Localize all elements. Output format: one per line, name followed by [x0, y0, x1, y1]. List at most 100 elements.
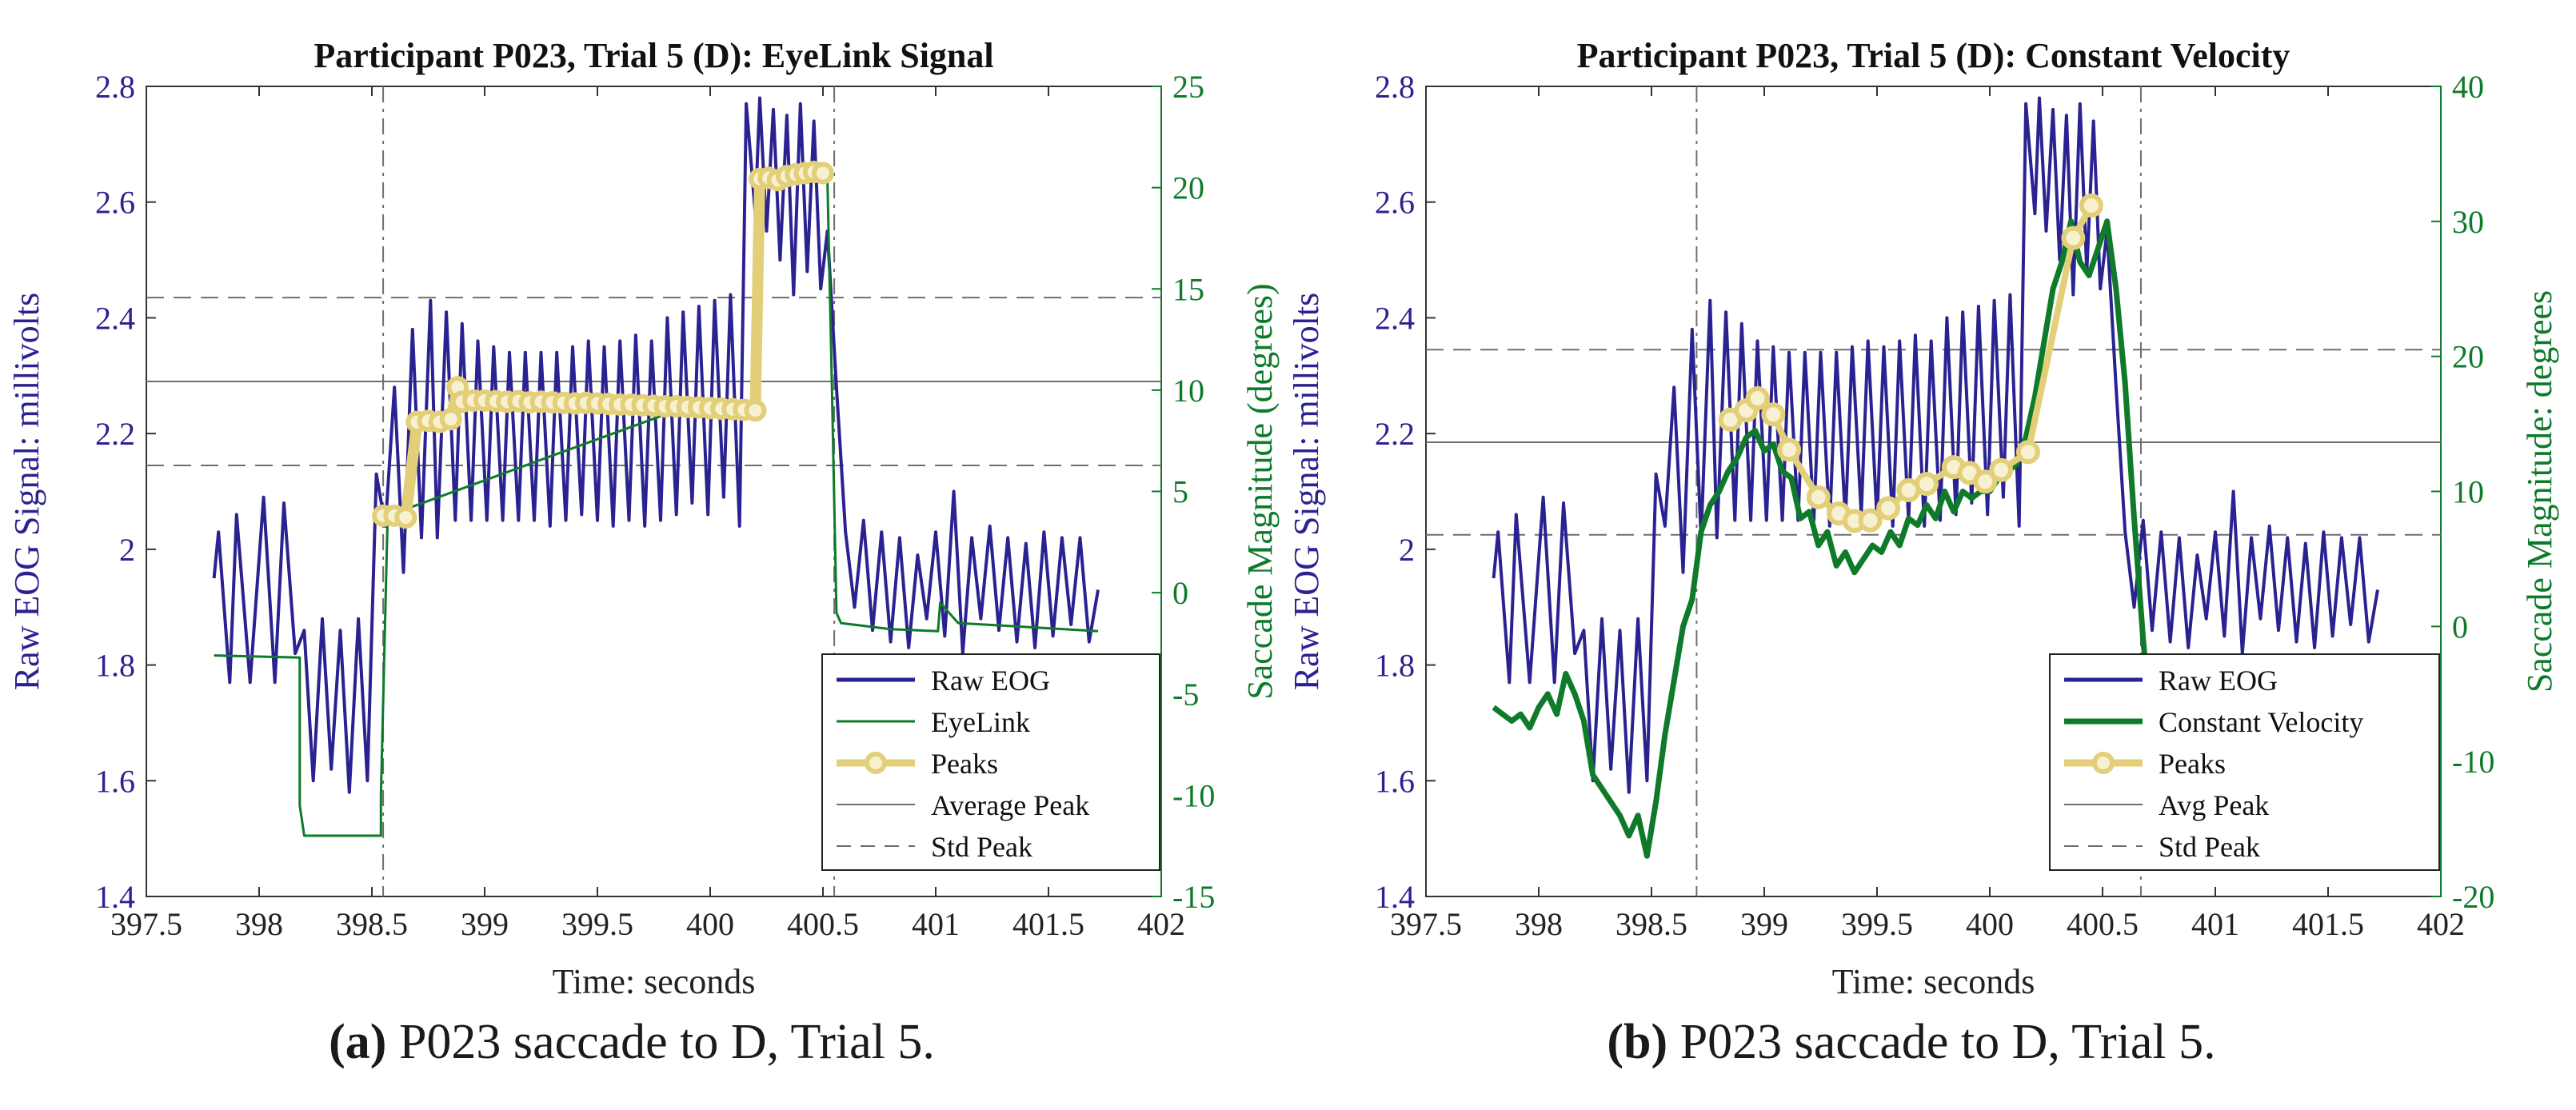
legend-label: Peaks	[931, 748, 998, 780]
x-tick-label: 397.5	[110, 906, 182, 942]
peak-marker	[812, 162, 834, 185]
y-tick-label: 2.2	[1375, 416, 1415, 452]
peak-marker	[439, 408, 462, 431]
y-tick-label: 1.8	[95, 648, 135, 684]
y-tick-label: 2	[119, 532, 135, 568]
x-tick-label: 401.5	[1012, 906, 1084, 942]
y2-tick-label: 20	[1172, 170, 1204, 206]
legend-label: Raw EOG	[2159, 665, 2278, 697]
y2-tick-label: 40	[2452, 69, 2484, 105]
y2-tick-label: -10	[1172, 777, 1215, 813]
y2-tick-label: 0	[2452, 609, 2468, 645]
y-tick-label: 2.4	[1375, 300, 1415, 336]
x-tick-label: 398.5	[1615, 906, 1687, 942]
x-tick-label: 398.5	[336, 906, 408, 942]
x-tick-label: 399	[461, 906, 509, 942]
peak-marker	[1989, 457, 2014, 482]
y-tick-label: 2.6	[1375, 185, 1415, 221]
y2-tick-label: 20	[2452, 339, 2484, 375]
y2-axis-label: Saccade Magnitude: degrees	[2520, 290, 2559, 693]
caption-a-text: P023 saccade to D, Trial 5.	[398, 1015, 935, 1069]
y2-tick-label: -20	[2452, 879, 2494, 915]
legend-label: Raw EOG	[931, 665, 1050, 697]
y-tick-label: 1.4	[95, 879, 135, 915]
x-tick-label: 399.5	[1841, 906, 1913, 942]
x-tick-label: 398	[1515, 906, 1563, 942]
peak-marker	[1745, 386, 1770, 411]
peak-marker	[2015, 440, 2040, 465]
y-tick-label: 1.8	[1375, 648, 1415, 684]
x-tick-label: 399	[1740, 906, 1788, 942]
caption-b-text: P023 saccade to D, Trial 5.	[1679, 1015, 2216, 1069]
caption-b-letter: (b)	[1607, 1015, 1668, 1069]
chart-title: Participant P023, Trial 5 (D): EyeLink S…	[314, 36, 993, 75]
y2-axis-label: Saccade Magnitude (degrees)	[1240, 283, 1280, 699]
caption-a-letter: (a)	[329, 1015, 387, 1069]
x-tick-label: 399.5	[561, 906, 633, 942]
y-tick-label: 2.6	[95, 185, 135, 221]
legend-label: Constant Velocity	[2159, 706, 2363, 738]
chart-title: Participant P023, Trial 5 (D): Constant …	[1577, 36, 2290, 75]
constant-velocity-line	[1492, 218, 2155, 859]
x-tick-label: 397.5	[1390, 906, 1462, 942]
x-tick-label: 400.5	[2067, 906, 2139, 942]
x-tick-label: 400.5	[787, 906, 859, 942]
y2-tick-label: 10	[2452, 474, 2484, 510]
raw-eog-line	[1492, 96, 2379, 794]
legend-label: Avg Peak	[2159, 789, 2269, 821]
y2-tick-label: -15	[1172, 879, 1215, 915]
x-tick-label: 400	[1966, 906, 2014, 942]
y2-tick-label: 25	[1172, 69, 1204, 105]
chart-panel-b: Participant P023, Trial 5 (D): Constant …	[1287, 36, 2559, 1001]
peak-marker	[2079, 194, 2103, 218]
x-tick-label: 401.5	[2292, 906, 2364, 942]
legend-swatch-marker	[865, 752, 887, 774]
y-tick-label: 1.6	[1375, 763, 1415, 799]
x-tick-label: 398	[235, 906, 283, 942]
peak-marker	[2061, 226, 2086, 250]
x-tick-label: 402	[2417, 906, 2465, 942]
y2-tick-label: 5	[1172, 474, 1188, 510]
y-axis-label: Raw EOG Signal: millivolts	[7, 293, 46, 690]
x-tick-label: 402	[1137, 906, 1185, 942]
y2-tick-label: 30	[2452, 204, 2484, 240]
x-axis-label: Time: seconds	[1832, 962, 2035, 1001]
y-tick-label: 2	[1399, 532, 1415, 568]
legend-swatch-marker	[2092, 752, 2115, 774]
y-tick-label: 2.8	[1375, 69, 1415, 105]
y2-tick-label: -10	[2452, 744, 2494, 780]
y-tick-label: 2.8	[95, 69, 135, 105]
peak-marker	[1915, 472, 1939, 497]
y-tick-label: 2.4	[95, 300, 135, 336]
peak-marker	[744, 399, 767, 422]
caption-a: (a) P023 saccade to D, Trial 5.	[0, 1014, 1264, 1071]
legend: Raw EOG Constant Velocity Peaks Avg Peak Std…	[2049, 653, 2440, 871]
y-tick-label: 1.4	[1375, 879, 1415, 915]
legend-label: Average Peak	[931, 789, 1089, 821]
peak-marker	[1876, 496, 1901, 521]
peak-marker	[1973, 469, 1998, 494]
legend-label: Peaks	[2159, 748, 2226, 780]
caption-b: (b) P023 saccade to D, Trial 5.	[1280, 1014, 2543, 1071]
legend-label: EyeLink	[931, 706, 1030, 738]
raw-eog-line	[212, 96, 1100, 794]
y-tick-label: 1.6	[95, 763, 135, 799]
y2-tick-label: 0	[1172, 575, 1188, 611]
x-axis-label: Time: seconds	[553, 962, 756, 1001]
legend: Raw EOG EyeLink Peaks Average Peak Std Peak	[821, 653, 1160, 871]
y-tick-label: 2.2	[95, 416, 135, 452]
y2-tick-label: 15	[1172, 271, 1204, 307]
peak-marker	[1761, 402, 1786, 427]
chart-panel-a: Participant P023, Trial 5 (D): EyeLink S…	[7, 36, 1280, 1001]
peak-marker	[394, 506, 417, 529]
legend-label: Std Peak	[931, 831, 1032, 863]
y2-tick-label: 10	[1172, 373, 1204, 409]
x-tick-label: 401	[912, 906, 960, 942]
y2-tick-label: -5	[1172, 677, 1199, 713]
legend-label: Std Peak	[2159, 831, 2260, 863]
x-tick-label: 401	[2191, 906, 2239, 942]
y-axis-label: Raw EOG Signal: millivolts	[1287, 293, 1326, 690]
peak-marker	[1806, 485, 1831, 509]
x-tick-label: 400	[686, 906, 734, 942]
